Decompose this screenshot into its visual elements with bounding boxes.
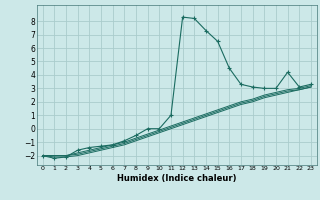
X-axis label: Humidex (Indice chaleur): Humidex (Indice chaleur) bbox=[117, 174, 236, 183]
